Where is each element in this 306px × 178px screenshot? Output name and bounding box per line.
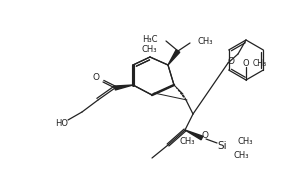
Text: CH₃: CH₃	[198, 38, 214, 46]
Text: O: O	[92, 74, 99, 82]
Text: O: O	[243, 59, 249, 69]
Polygon shape	[185, 130, 203, 140]
Text: CH₃: CH₃	[253, 59, 267, 67]
Text: Si: Si	[217, 141, 227, 151]
Text: HO: HO	[55, 119, 69, 129]
Polygon shape	[115, 85, 133, 90]
Text: H₃C: H₃C	[143, 35, 158, 44]
Polygon shape	[168, 50, 180, 65]
Text: O: O	[227, 56, 234, 66]
Text: CH₃: CH₃	[141, 44, 157, 54]
Text: CH₃: CH₃	[179, 137, 195, 145]
Text: O: O	[201, 132, 208, 140]
Text: CH₃: CH₃	[234, 151, 249, 161]
Text: CH₃: CH₃	[238, 137, 253, 145]
